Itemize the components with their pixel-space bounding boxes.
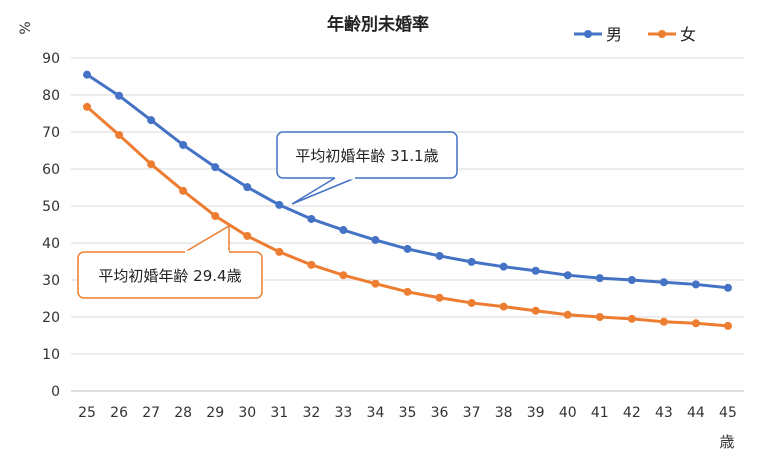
x-tick-label: 27 — [142, 405, 160, 421]
x-tick-label: 26 — [110, 405, 128, 421]
data-point — [211, 211, 220, 220]
legend-marker — [658, 30, 666, 38]
x-tick-label: 28 — [174, 405, 192, 421]
data-point — [339, 271, 348, 280]
x-tick-label: 40 — [559, 405, 577, 421]
data-point — [115, 91, 124, 100]
data-point — [275, 200, 284, 209]
data-point — [211, 163, 220, 172]
data-point — [659, 317, 668, 326]
callout-pointer — [291, 177, 356, 205]
y-tick-label: 0 — [51, 384, 60, 400]
data-point — [371, 236, 380, 245]
data-point — [627, 314, 636, 323]
x-tick-labels: 25 26 27 28 29 30 31 32 33 34 35 36 37 38 39 40 41 42 43 44… — [78, 405, 737, 421]
data-point — [659, 278, 668, 287]
data-point — [179, 140, 188, 149]
data-point — [147, 160, 156, 169]
data-point — [499, 262, 508, 271]
x-tick-label: 38 — [495, 405, 513, 421]
data-point — [691, 319, 700, 328]
legend: 男女 — [574, 25, 696, 44]
x-tick-label: 33 — [334, 405, 352, 421]
annotation-callout: 平均初婚年齢 31.1歳 — [276, 131, 458, 205]
x-tick-label: 41 — [591, 405, 609, 421]
data-point — [435, 251, 444, 260]
x-tick-label: 32 — [302, 405, 320, 421]
data-point — [467, 298, 476, 307]
y-tick-label: 40 — [42, 236, 60, 252]
data-point — [115, 130, 124, 139]
y-tick-label: 20 — [42, 310, 60, 326]
x-tick-label: 35 — [399, 405, 417, 421]
data-point — [403, 244, 412, 253]
data-point — [371, 279, 380, 288]
x-tick-label: 39 — [527, 405, 545, 421]
y-tick-labels: 0 10 20 30 40 50 60 70 80 90 — [42, 51, 60, 400]
data-point — [563, 310, 572, 319]
annotation-label: 平均初婚年齢 31.1歳 — [295, 147, 438, 165]
x-tick-label: 31 — [270, 405, 288, 421]
data-point — [563, 271, 572, 280]
callout-box — [77, 251, 263, 299]
x-tick-label: 36 — [431, 405, 449, 421]
x-tick-label: 42 — [623, 405, 641, 421]
y-tick-label: 50 — [42, 199, 60, 215]
data-point — [275, 247, 284, 256]
x-tick-label: 25 — [78, 405, 96, 421]
data-point — [595, 274, 604, 283]
callout-box — [276, 131, 458, 179]
data-point — [531, 306, 540, 315]
callout-pointer — [184, 224, 230, 253]
legend-marker — [584, 30, 592, 38]
annotation-label: 平均初婚年齢 29.4歳 — [98, 267, 241, 285]
data-point — [243, 231, 252, 240]
series-lines — [83, 70, 732, 330]
data-point — [723, 283, 732, 292]
legend-label: 男 — [606, 25, 622, 44]
data-point — [435, 293, 444, 302]
x-tick-label: 30 — [238, 405, 256, 421]
y-axis-unit-label: % — [18, 21, 34, 34]
legend-item: 女 — [648, 25, 696, 44]
x-tick-label: 43 — [655, 405, 673, 421]
data-point — [307, 214, 316, 223]
legend-item: 男 — [574, 25, 622, 44]
data-point — [243, 183, 252, 192]
data-point — [147, 116, 156, 125]
y-tick-label: 90 — [42, 51, 60, 67]
y-tick-label: 70 — [42, 125, 60, 141]
x-axis-unit-label: 歳 — [719, 433, 734, 451]
y-tick-label: 10 — [42, 347, 60, 363]
data-point — [723, 321, 732, 330]
data-point — [499, 302, 508, 311]
x-tick-label: 34 — [367, 405, 385, 421]
data-point — [83, 102, 92, 111]
annotation-callout: 平均初婚年齢 29.4歳 — [77, 224, 263, 299]
data-point — [467, 257, 476, 266]
y-tick-label: 60 — [42, 162, 60, 178]
data-point — [307, 260, 316, 269]
x-tick-label: 29 — [206, 405, 224, 421]
data-point — [691, 280, 700, 289]
chart-title: 年齢別未婚率 — [327, 14, 429, 35]
x-tick-label: 44 — [687, 405, 705, 421]
y-tick-label: 30 — [42, 273, 60, 289]
data-point — [531, 266, 540, 275]
data-point — [83, 70, 92, 79]
gridlines — [71, 57, 744, 392]
data-point — [627, 276, 636, 284]
data-point — [595, 313, 604, 321]
data-point — [403, 287, 412, 296]
x-tick-label: 45 — [719, 405, 737, 421]
x-tick-label: 37 — [463, 405, 481, 421]
data-point — [179, 186, 188, 195]
y-tick-label: 80 — [42, 88, 60, 104]
legend-label: 女 — [680, 25, 696, 44]
data-point — [339, 226, 348, 235]
